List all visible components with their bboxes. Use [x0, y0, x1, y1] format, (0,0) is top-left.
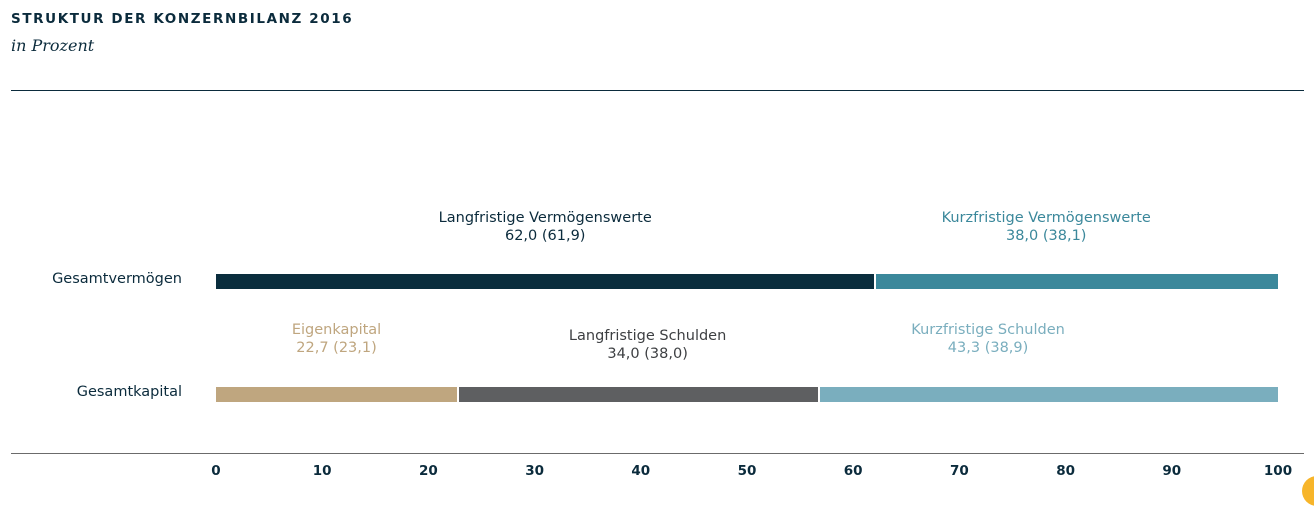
bar-segment-kurzfristige-schulden	[819, 387, 1278, 402]
axis-line	[11, 453, 1304, 454]
x-tick-label: 40	[631, 463, 651, 479]
chart-title: STRUKTUR DER KONZERNBILANZ 2016	[11, 11, 354, 27]
x-tick-label: 100	[1263, 463, 1293, 479]
chart-subtitle: in Prozent	[11, 36, 95, 55]
segment-value: 62,0 (61,9)	[504, 228, 586, 244]
segment-label: Langfristige Schulden 34,0 (38,0)	[569, 327, 726, 363]
segment-name: Langfristige Schulden	[568, 328, 727, 344]
segment-name: Eigenkapital	[291, 322, 382, 338]
x-tick-label: 90	[1162, 463, 1182, 479]
bar-segment-kurzfristige-verm-genswerte	[875, 274, 1278, 289]
bar-segment-langfristige-schulden	[458, 387, 819, 402]
segment-value: 22,7 (23,1)	[296, 340, 377, 356]
x-tick-label: 10	[312, 463, 332, 479]
row-label-gesamtvermoegen: Gesamtvermögen	[52, 271, 182, 287]
bar-segment-langfristige-verm-genswerte	[216, 274, 875, 289]
segment-label: Eigenkapital 22,7 (23,1)	[292, 321, 381, 357]
segment-name: Kurzfristige Schulden	[911, 322, 1065, 338]
row-label-gesamtkapital: Gesamtkapital	[76, 384, 182, 400]
x-tick-label: 20	[418, 463, 438, 479]
segment-value: 34,0 (38,0)	[607, 346, 688, 362]
segment-value: 38,0 (38,1)	[1005, 228, 1087, 244]
segment-name: Kurzfristige Vermögenswerte	[941, 210, 1151, 226]
segment-label: Kurzfristige Vermögenswerte 38,0 (38,1)	[942, 209, 1151, 245]
x-tick-label: 70	[949, 463, 969, 479]
corner-badge-icon	[1302, 476, 1314, 506]
top-divider	[11, 90, 1304, 91]
x-tick-label: 80	[1056, 463, 1075, 479]
x-tick-label: 50	[737, 463, 757, 479]
segment-value: 43,3 (38,9)	[947, 340, 1029, 356]
x-tick-label: 60	[843, 463, 863, 479]
segment-label: Langfristige Vermögenswerte 62,0 (61,9)	[439, 209, 652, 245]
x-tick-label: 30	[525, 463, 544, 479]
segment-label: Kurzfristige Schulden 43,3 (38,9)	[911, 321, 1065, 357]
bar-segment-eigenkapital	[216, 387, 458, 402]
segment-name: Langfristige Vermögenswerte	[438, 210, 652, 226]
x-tick-label: 0	[211, 463, 221, 479]
